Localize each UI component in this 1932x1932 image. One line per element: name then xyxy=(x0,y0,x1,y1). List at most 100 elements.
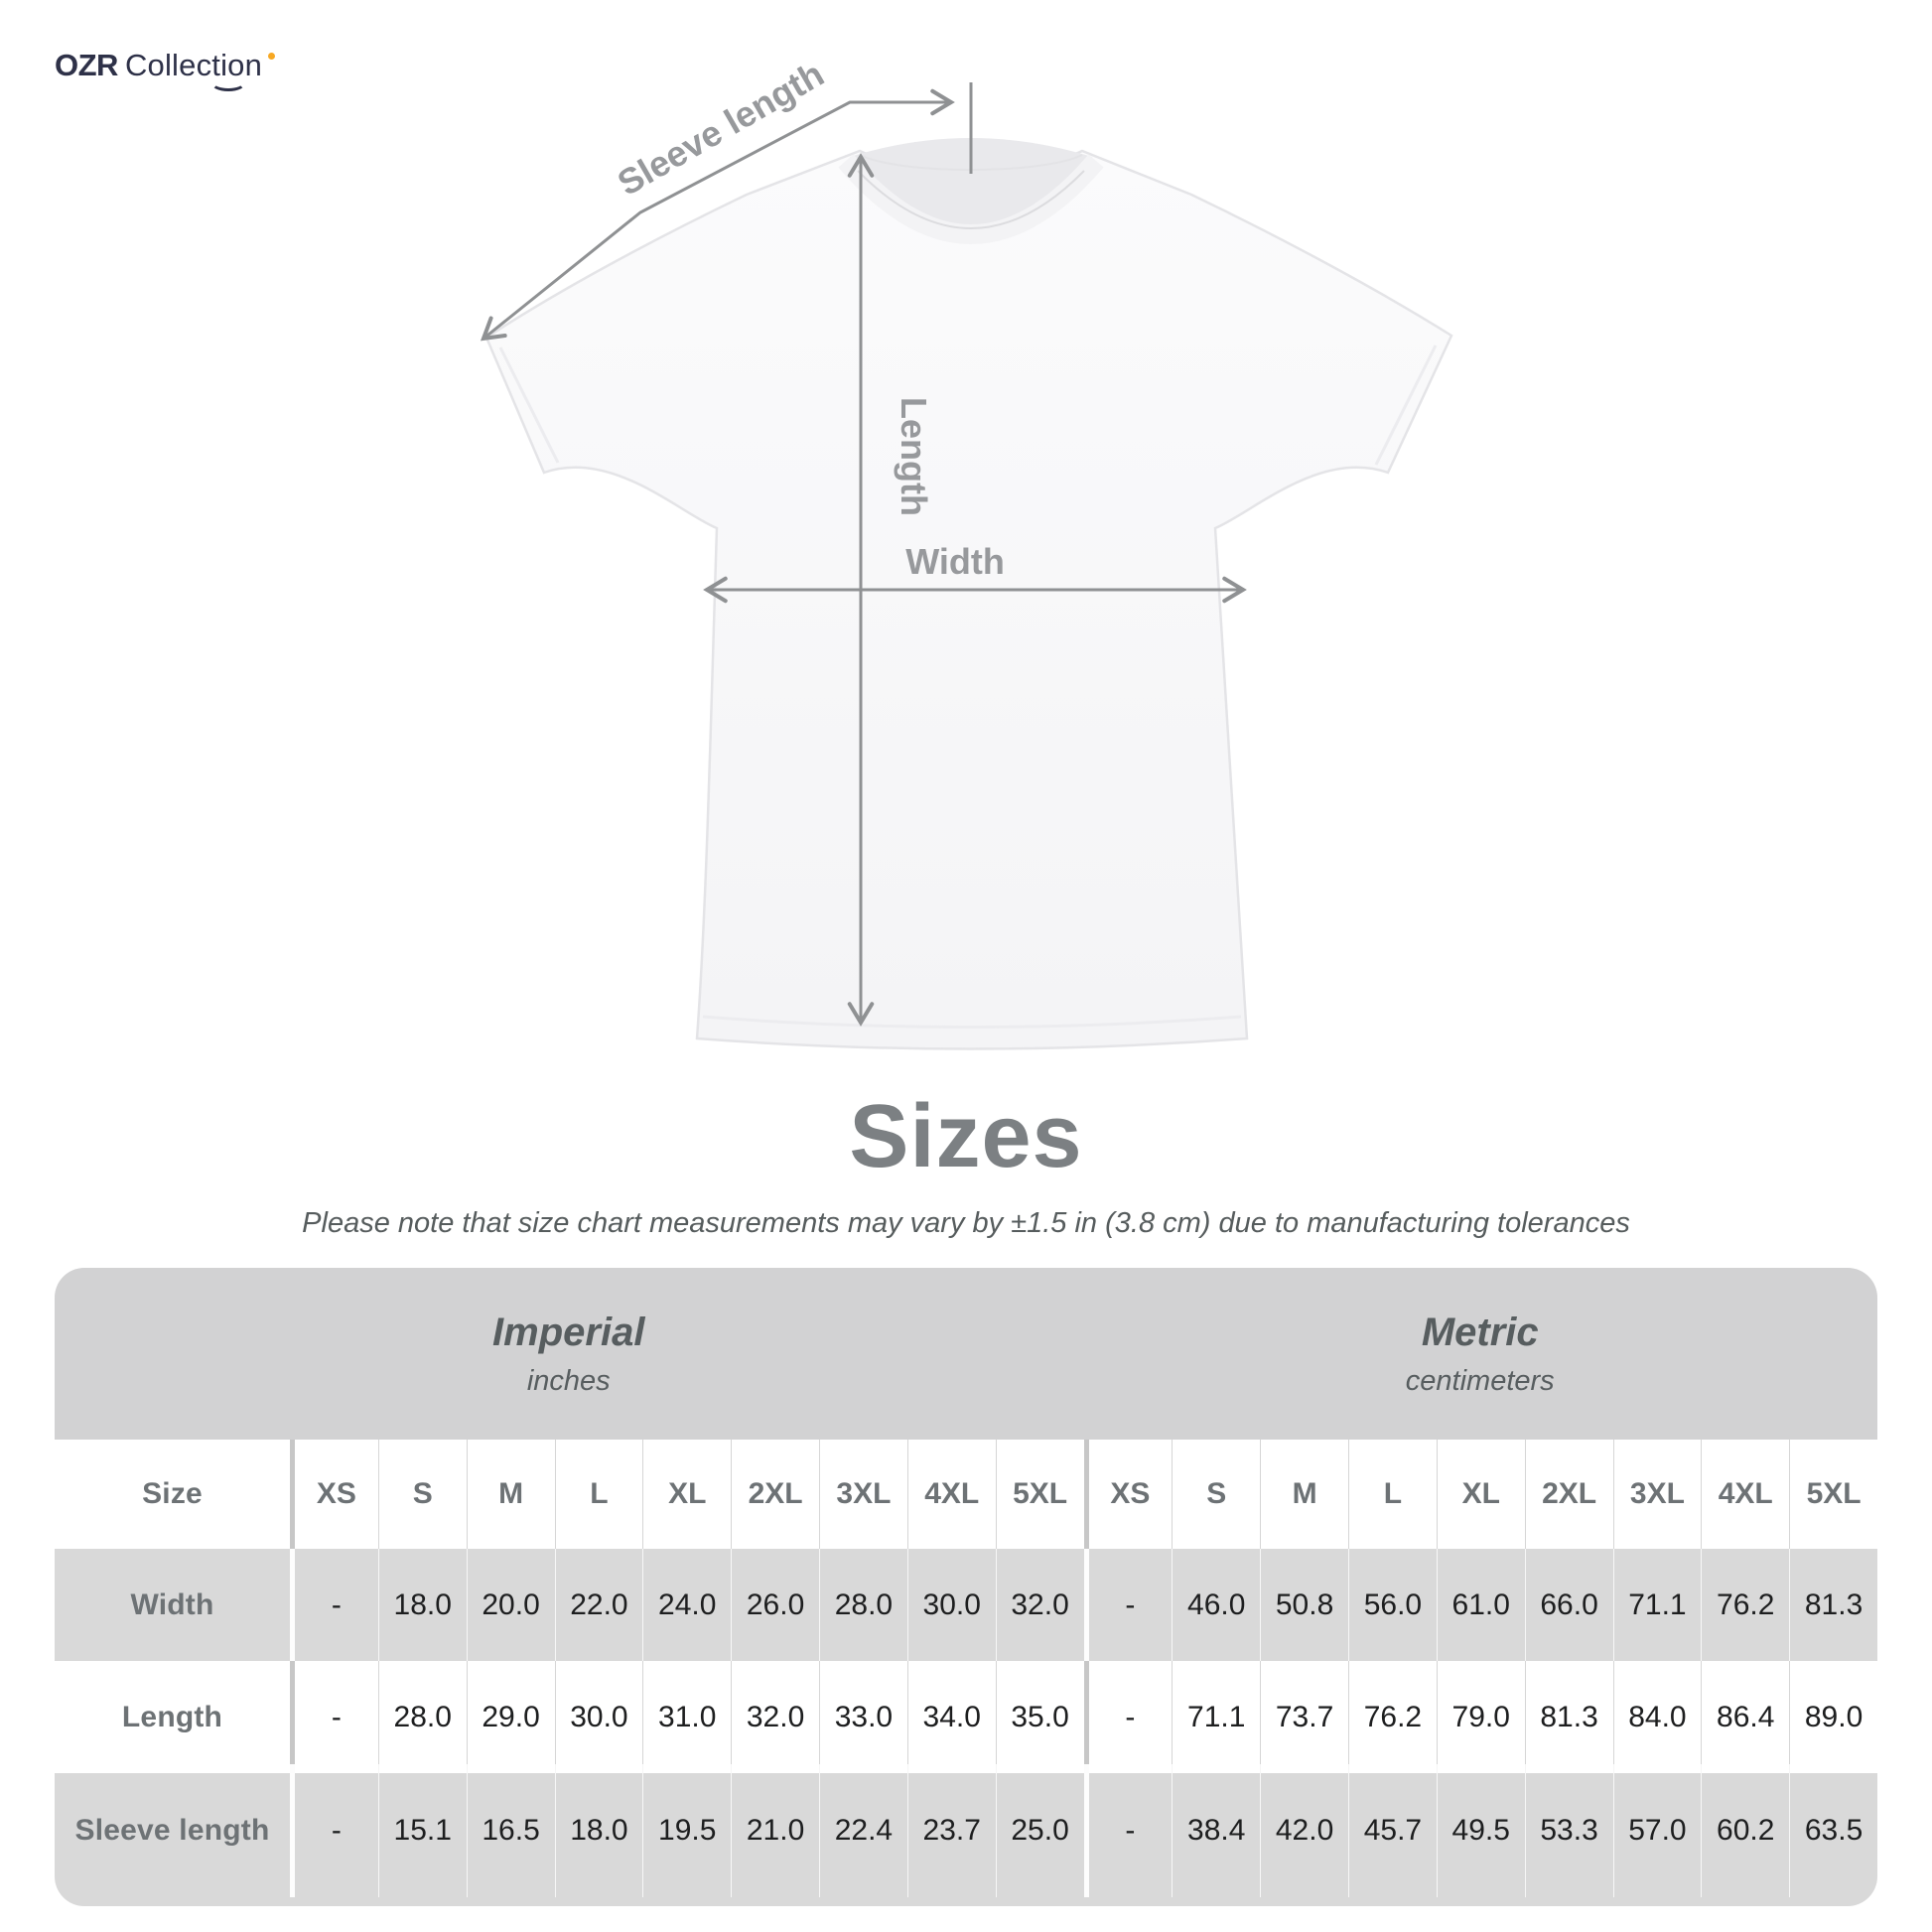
value-cell: 30.0 xyxy=(906,1549,996,1661)
row-label: Sleeve length xyxy=(74,1814,270,1847)
value-cell: 57.0 xyxy=(1612,1764,1702,1897)
value-cell: 16.5 xyxy=(466,1764,555,1897)
measurement-row-length: Length -28.0 29.0 30.0 31.0 32.0 33.0 34.0 35.0-… xyxy=(55,1661,1877,1773)
value-cell: 19.5 xyxy=(642,1764,731,1897)
size-col-s: S xyxy=(1172,1440,1260,1549)
value-cell: 76.2 xyxy=(1348,1661,1437,1773)
value-cell: 18.0 xyxy=(377,1549,467,1661)
value-cell: - xyxy=(1083,1661,1173,1773)
metric-unit-label: centimeters xyxy=(1405,1364,1555,1397)
tolerance-note: Please note that size chart measurements… xyxy=(302,1207,1630,1239)
value-cell: 71.1 xyxy=(1612,1549,1702,1661)
logo-swoosh xyxy=(210,73,246,91)
value-cell: 66.0 xyxy=(1524,1549,1613,1661)
value-cell: 56.0 xyxy=(1348,1549,1437,1661)
size-col-3xl: 3XL xyxy=(1612,1440,1702,1549)
size-table: Imperial inches Metric centimeters Size X… xyxy=(55,1268,1877,1906)
value-cell: 21.0 xyxy=(731,1764,819,1897)
brand-logo: OZR Collection xyxy=(55,48,275,91)
brand-logo-ozr: OZR xyxy=(55,48,118,82)
tshirt-body xyxy=(484,149,1453,1050)
value-cell: 24.0 xyxy=(642,1549,731,1661)
size-col-m: M xyxy=(466,1440,555,1549)
tshirt-measurement-diagram: Sleeve length Length Width xyxy=(480,53,1453,1050)
value-cell: 53.3 xyxy=(1524,1764,1613,1897)
value-cell: 26.0 xyxy=(731,1549,819,1661)
size-col-4xl: 4XL xyxy=(1701,1440,1789,1549)
value-cell: 81.3 xyxy=(1524,1661,1613,1773)
value-cell: 60.2 xyxy=(1701,1764,1789,1897)
value-cell: 79.0 xyxy=(1436,1661,1525,1773)
value-cell: - xyxy=(1083,1764,1173,1897)
size-col-s: S xyxy=(377,1440,467,1549)
size-table-body: Size XS S M L XL 2XL 3XL 4XL 5XL XS S M L XL 2XL 3XL 4XL 5… xyxy=(55,1440,1877,1906)
value-cell: 32.0 xyxy=(995,1549,1084,1661)
imperial-unit-label: inches xyxy=(526,1364,611,1397)
row-label: Width xyxy=(130,1587,214,1621)
value-cell: 84.0 xyxy=(1612,1661,1702,1773)
value-cell: 22.4 xyxy=(819,1764,907,1897)
size-col-xs: XS xyxy=(290,1440,378,1549)
length-label: Length xyxy=(894,397,934,516)
imperial-label: Imperial xyxy=(492,1310,645,1354)
size-col-4xl: 4XL xyxy=(906,1440,996,1549)
value-cell: 15.1 xyxy=(377,1764,467,1897)
size-col-5xl: 5XL xyxy=(995,1440,1084,1549)
size-col-header: Size xyxy=(142,1477,203,1510)
metric-header: Metric centimeters xyxy=(1083,1268,1877,1440)
value-cell: 46.0 xyxy=(1172,1549,1260,1661)
value-cell: 86.4 xyxy=(1701,1661,1789,1773)
value-cell: 18.0 xyxy=(554,1764,643,1897)
value-cell: 81.3 xyxy=(1789,1549,1877,1661)
value-cell: 42.0 xyxy=(1260,1764,1348,1897)
size-col-2xl: 2XL xyxy=(731,1440,819,1549)
value-cell: 71.1 xyxy=(1172,1661,1260,1773)
value-cell: 76.2 xyxy=(1701,1549,1789,1661)
size-header-row: Size XS S M L XL 2XL 3XL 4XL 5XL XS S M L XL 2XL 3XL 4XL 5… xyxy=(55,1440,1877,1549)
left-sleeve-seam xyxy=(498,346,560,464)
value-cell: 45.7 xyxy=(1348,1764,1437,1897)
size-col-xl: XL xyxy=(1436,1440,1525,1549)
value-cell: 89.0 xyxy=(1789,1661,1877,1773)
value-cell: 35.0 xyxy=(995,1661,1084,1773)
size-col-3xl: 3XL xyxy=(819,1440,907,1549)
measurement-row-sleeve-length: Sleeve length -15.1 16.5 18.0 19.5 21.0 22.4 23… xyxy=(55,1764,1877,1906)
value-cell: 31.0 xyxy=(642,1661,731,1773)
size-col-l: L xyxy=(1348,1440,1437,1549)
value-cell: - xyxy=(290,1764,378,1897)
logo-accent-dot xyxy=(268,53,275,60)
value-cell: 63.5 xyxy=(1789,1764,1877,1897)
width-label: Width xyxy=(905,541,1005,582)
size-col-m: M xyxy=(1260,1440,1348,1549)
measurement-lines xyxy=(480,82,1247,1027)
size-col-xl: XL xyxy=(642,1440,731,1549)
hem-seam xyxy=(702,1015,1242,1029)
size-col-xs: XS xyxy=(1083,1440,1173,1549)
value-cell: 23.7 xyxy=(906,1764,996,1897)
size-col-l: L xyxy=(554,1440,643,1549)
value-cell: - xyxy=(290,1549,378,1661)
page-title: Sizes xyxy=(849,1087,1083,1186)
value-cell: 50.8 xyxy=(1260,1549,1348,1661)
value-cell: 28.0 xyxy=(377,1661,467,1773)
value-cell: 38.4 xyxy=(1172,1764,1260,1897)
imperial-header: Imperial inches xyxy=(55,1268,1083,1440)
value-cell: 28.0 xyxy=(819,1549,907,1661)
tshirt-graphic xyxy=(484,138,1453,1050)
row-label: Length xyxy=(121,1700,223,1733)
value-cell: 61.0 xyxy=(1436,1549,1525,1661)
value-cell: 20.0 xyxy=(466,1549,555,1661)
unit-header-band: Imperial inches Metric centimeters xyxy=(55,1268,1877,1440)
value-cell: - xyxy=(1083,1549,1173,1661)
value-cell: 22.0 xyxy=(554,1549,643,1661)
measurement-row-width: Width -18.0 20.0 22.0 24.0 26.0 28.0 30.0 32.0-4… xyxy=(55,1549,1877,1661)
right-sleeve-seam xyxy=(1374,345,1438,466)
value-cell: - xyxy=(290,1661,378,1773)
value-cell: 49.5 xyxy=(1436,1764,1525,1897)
value-cell: 73.7 xyxy=(1260,1661,1348,1773)
metric-label: Metric xyxy=(1421,1310,1539,1354)
size-col-5xl: 5XL xyxy=(1789,1440,1877,1549)
value-cell: 34.0 xyxy=(906,1661,996,1773)
value-cell: 29.0 xyxy=(466,1661,555,1773)
